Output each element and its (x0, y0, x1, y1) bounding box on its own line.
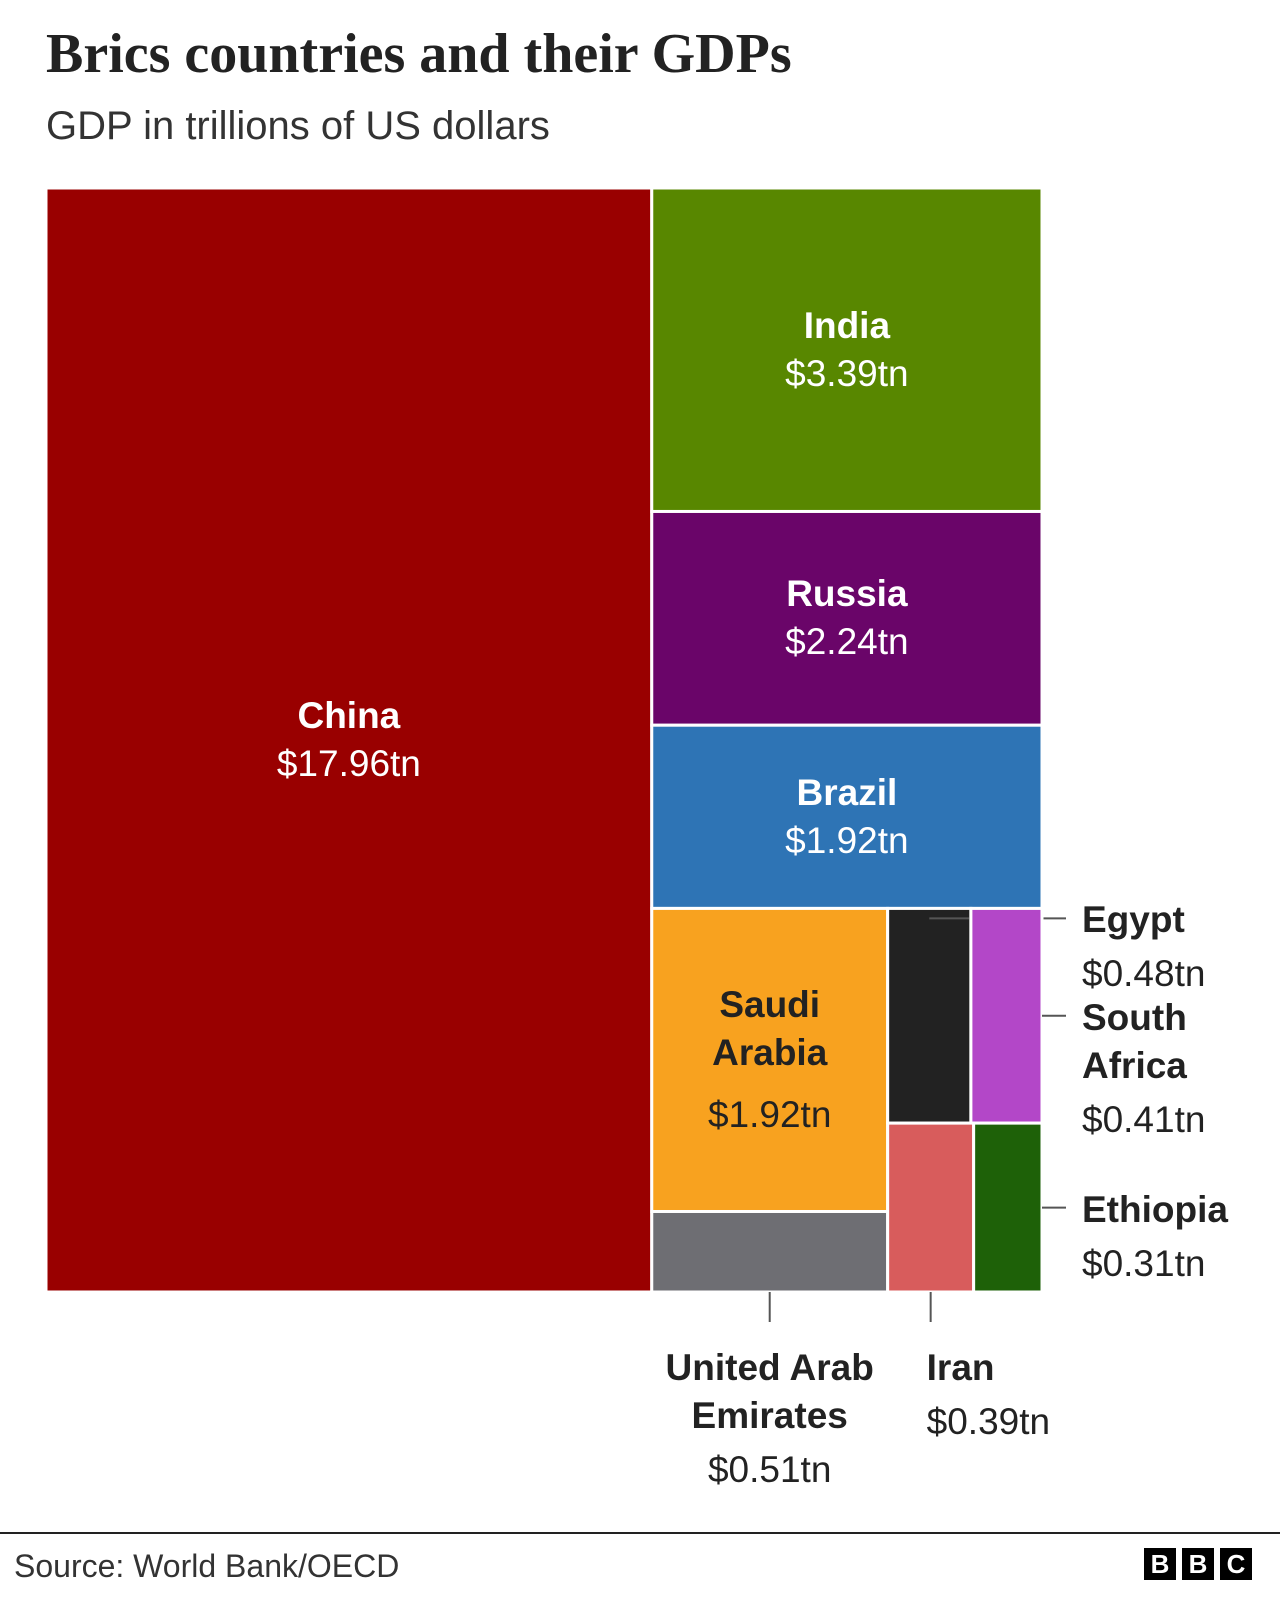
value-label: $3.39tn (785, 352, 909, 394)
cell-label: India $3.39tn (667, 302, 1027, 398)
country-name: India (803, 304, 891, 346)
treemap-cell (650, 509, 1044, 727)
treemap-cell (650, 1209, 890, 1294)
value-label: $2.24tn (785, 621, 909, 663)
country-name: United Arab Emirates (665, 1347, 874, 1436)
cell-label: Egypt $0.48tn (1082, 896, 1280, 998)
value-label: $0.51tn (707, 1449, 832, 1490)
value-label: $0.31tn (1082, 1242, 1206, 1284)
cell-label: Ethiopia $0.31tn (1082, 1186, 1280, 1288)
cell-label: Saudi Arabia $1.92tn (667, 981, 873, 1139)
treemap-cell (650, 906, 890, 1213)
country-name: South Africa (1082, 996, 1187, 1086)
country-name: Saudi Arabia (712, 983, 828, 1073)
country-name: Russia (786, 573, 908, 615)
treemap-cell (650, 723, 1044, 910)
treemap-cell (44, 186, 654, 1294)
country-name: Iran (926, 1347, 995, 1388)
cell-label: South Africa $0.41tn (1082, 994, 1280, 1144)
cell-label: Brazil $1.92tn (667, 769, 1027, 865)
cell-label: Russia $2.24tn (667, 570, 1027, 666)
country-name: China (297, 695, 401, 736)
treemap-cell (886, 1121, 976, 1294)
country-name: Brazil (796, 771, 898, 813)
logo-letter: B (1182, 1548, 1214, 1580)
chart-title: Brics countries and their GDPs (46, 23, 792, 85)
treemap-cell (650, 186, 1044, 513)
treemap-cell (886, 906, 973, 1125)
value-label: $17.96tn (276, 743, 421, 784)
cell-label: China $17.96tn (61, 692, 637, 788)
value-label: $0.48tn (1082, 953, 1206, 995)
country-name: Ethiopia (1082, 1188, 1228, 1230)
logo-letter: C (1220, 1548, 1252, 1580)
source: Source: World Bank/OECD (14, 1548, 400, 1584)
treemap-cell (972, 1121, 1044, 1294)
chart-subtitle: GDP in trillions of US dollars (46, 104, 550, 148)
value-label: $1.92tn (707, 1093, 832, 1135)
logo-letter: B (1144, 1548, 1176, 1580)
value-label: $1.92tn (785, 819, 909, 861)
value-label: $0.41tn (1082, 1098, 1206, 1140)
value-label: $0.39tn (926, 1401, 1051, 1442)
cell-label: United Arab Emirates $0.51tn (630, 1344, 910, 1494)
country-name: Egypt (1082, 899, 1185, 941)
cell-label: Iran $0.39tn (927, 1344, 1050, 1446)
treemap-cell (969, 906, 1044, 1125)
